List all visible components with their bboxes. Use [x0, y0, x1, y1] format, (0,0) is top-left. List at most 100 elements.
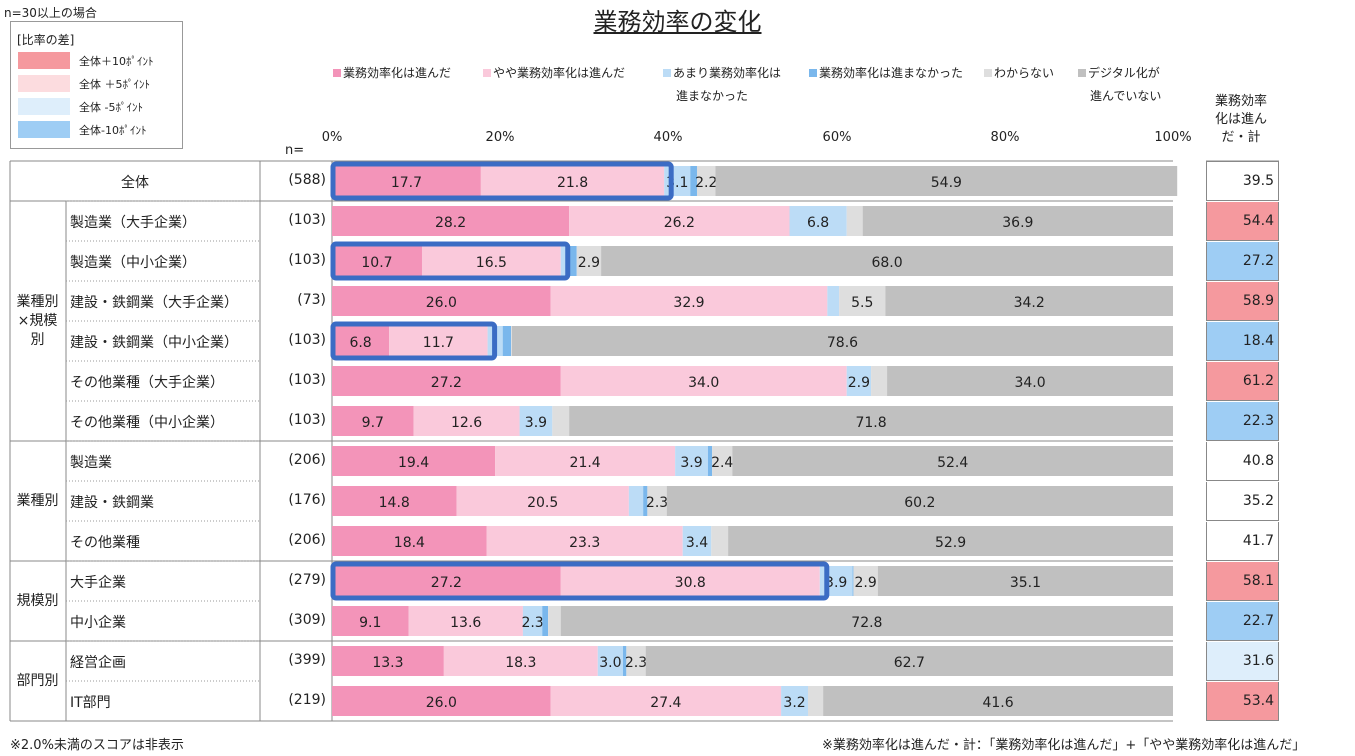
bar-segment-2: [495, 446, 676, 476]
group-label-line: 業種別: [16, 293, 59, 310]
difference-legend: [比率の差] 全体＋10ﾎﾟｲﾝﾄ 全体 ＋5ﾎﾟｲﾝﾄ 全体 -5ﾎﾟｲﾝﾄ …: [10, 21, 183, 149]
data-label: 3.9: [825, 575, 847, 591]
data-label: 35.1: [1010, 575, 1041, 591]
bar-segment-5: [808, 686, 824, 716]
sum-cell: 35.2: [1206, 482, 1279, 521]
bar-segment-3: [789, 206, 847, 236]
swatch-minus10: [18, 121, 70, 138]
legend-label: やや業務効率化は進んだ: [493, 66, 626, 80]
x-tick-label: 60%: [822, 130, 852, 145]
difference-legend-label: 全体＋10ﾎﾟｲﾝﾄ: [79, 55, 154, 68]
x-tick-label: 80%: [990, 130, 1020, 145]
row-n: (206): [288, 532, 326, 548]
legend-item: 業務効率化は進んだ: [333, 63, 451, 84]
bar-segment-6: [877, 566, 1173, 596]
x-tick-label: 100%: [1154, 130, 1192, 145]
legend-swatch: [483, 69, 491, 77]
bar-segment-4: [569, 246, 577, 276]
x-tick-label: 40%: [653, 130, 683, 145]
bar-segment-1: [332, 446, 496, 476]
bar-segment-3: [781, 686, 808, 716]
bar-segment-1: [332, 486, 457, 516]
bar-segment-1: [332, 526, 487, 556]
sum-cell: 39.5: [1206, 161, 1279, 201]
bar-segment-2: [456, 486, 629, 516]
n-label: n=: [285, 143, 305, 158]
bar-segment-6: [601, 246, 1173, 276]
data-label: 14.8: [379, 495, 410, 511]
legend-swatch: [984, 69, 992, 77]
sum-cell: 53.4: [1206, 682, 1279, 721]
row-label: その他業種（中小企業）: [70, 415, 224, 431]
row-label: その他業種（大手企業）: [70, 375, 224, 391]
bar-segment-6: [862, 206, 1173, 236]
sample-size-note: n=30以上の場合: [4, 6, 97, 20]
bar-segment-5: [853, 566, 878, 596]
bar-segment-4: [852, 566, 854, 596]
data-label: 18.3: [505, 655, 536, 671]
data-label: 27.2: [431, 575, 462, 591]
row-label: 大手企業: [70, 575, 126, 591]
row-n: (309): [288, 612, 326, 628]
chart-title: 業務効率の変化: [593, 8, 762, 36]
bar-segment-1: [332, 606, 409, 636]
data-label: 17.7: [391, 175, 422, 191]
bar-segment-5: [552, 406, 570, 436]
sum-cell: 31.6: [1206, 642, 1279, 681]
sum-cell: 54.4: [1206, 202, 1279, 241]
highlight-box: [330, 161, 674, 201]
data-label: 13.3: [372, 655, 403, 671]
data-label: 52.4: [937, 455, 968, 471]
data-label: 34.0: [1014, 375, 1045, 391]
legend-swatch: [663, 69, 671, 77]
sum-cell: 40.8: [1206, 442, 1279, 481]
data-label: 5.5: [851, 295, 873, 311]
data-label: 6.8: [349, 335, 371, 351]
bar-segment-3: [522, 606, 543, 636]
bar-segment-6: [732, 446, 1173, 476]
sum-header-line: 業務効率: [1214, 94, 1267, 109]
data-label: 41.6: [982, 695, 1013, 711]
data-label: 34.0: [688, 375, 719, 391]
data-label: 30.8: [675, 575, 706, 591]
bar-segment-2: [443, 646, 598, 676]
bar-segment-1: [332, 566, 561, 596]
bar-segment-3: [560, 246, 570, 276]
data-label: 52.9: [935, 535, 966, 551]
data-label: 2.9: [578, 255, 600, 271]
legend-label: 業務効率化は進まなかった: [819, 66, 964, 80]
footnote-right: ※業務効率化は進んだ・計：「業務効率化は進んだ」+「やや業務効率化は進んだ」: [822, 738, 1306, 753]
legend-item: デジタル化が: [1078, 63, 1160, 84]
data-label: 3.0: [599, 655, 621, 671]
row-label: 製造業: [70, 455, 112, 471]
data-label: 26.0: [426, 695, 457, 711]
legend-label: デジタル化が: [1088, 66, 1160, 80]
difference-legend-title: [比率の差]: [17, 33, 75, 47]
swatch-plus5: [18, 75, 70, 92]
group-label: 規模別: [10, 592, 65, 611]
data-label: 21.4: [570, 455, 601, 471]
bar-segment-5: [626, 646, 646, 676]
bar-segment-5: [511, 326, 512, 356]
row-label: 建設・鉄鋼業（大手企業）: [70, 295, 238, 311]
bar-segment-1: [332, 326, 390, 356]
row-label: 製造業（大手企業）: [70, 215, 196, 231]
bar-segment-1: [332, 406, 414, 436]
bar-segment-1: [332, 286, 551, 316]
bar-segment-2: [560, 366, 847, 396]
bar-segment-1: [332, 206, 570, 236]
bar-segment-1: [332, 166, 481, 196]
group-label-line: 規模別: [16, 592, 59, 609]
difference-legend-item: 全体 ＋5ﾎﾟｲﾝﾄ: [18, 75, 178, 92]
legend-item: あまり業務効率化は: [663, 63, 781, 84]
row-label: 建設・鉄鋼業（中小企業）: [70, 335, 238, 351]
bar-segment-3: [597, 646, 623, 676]
bar-segment-2: [569, 206, 790, 236]
bar-segment-3: [682, 526, 712, 556]
sum-cell: 27.2: [1206, 242, 1279, 281]
row-n: (206): [288, 452, 326, 468]
bar-segment-1: [332, 246, 422, 276]
legend-label-line2: 進まなかった: [676, 89, 749, 103]
data-label: 9.1: [359, 615, 381, 631]
